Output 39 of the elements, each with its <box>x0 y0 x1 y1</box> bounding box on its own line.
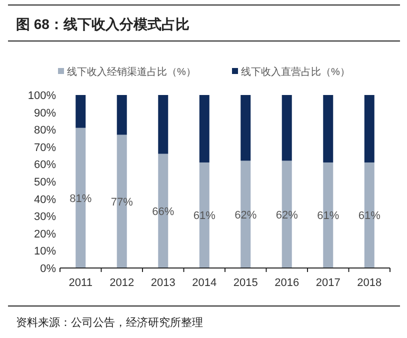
x-tick-label: 2014 <box>192 277 217 289</box>
annotation: 资料来源：公司公告，经济研究所整理 <box>16 317 203 329</box>
x-tick-label: 2013 <box>150 277 176 289</box>
data-label: 62% <box>234 209 257 222</box>
y-tick-label: 50% <box>34 176 56 188</box>
bar <box>282 95 292 161</box>
y-tick-label: 10% <box>34 246 56 258</box>
y-tick-label: 20% <box>34 228 56 240</box>
bar <box>364 95 374 162</box>
y-tick-label: 60% <box>34 159 56 172</box>
data-label: 61% <box>193 210 216 222</box>
bar <box>76 95 86 128</box>
x-tick-label: 2015 <box>233 277 258 289</box>
legend-label: 线下收入经销渠道占比（%） <box>67 66 196 78</box>
data-label: 66% <box>152 206 174 218</box>
data-label: 77% <box>110 196 134 208</box>
bar <box>116 95 127 135</box>
y-tick-label: 100% <box>28 90 56 102</box>
data-label: 61% <box>317 210 340 222</box>
data-label: 61% <box>358 210 381 222</box>
x-tick-label: 2012 <box>110 277 134 289</box>
y-tick-label: 40% <box>34 194 56 206</box>
y-tick-label: 80% <box>34 124 56 137</box>
bar <box>199 95 210 162</box>
y-tick-label: 90% <box>34 107 56 120</box>
bar <box>240 95 251 161</box>
title: 图 68：线下收入分模式占比 <box>16 16 190 32</box>
y-tick-label: 70% <box>34 142 56 154</box>
legend-label: 线下收入直营占比（%） <box>241 66 350 78</box>
y-tick-label: 0% <box>40 263 56 275</box>
x-tick-label: 2011 <box>68 277 92 289</box>
x-tick-label: 2017 <box>316 277 340 289</box>
data-label: 62% <box>276 209 298 222</box>
y-tick-label: 30% <box>34 211 56 224</box>
bar <box>158 95 168 154</box>
x-tick-label: 2018 <box>357 277 382 289</box>
x-tick-label: 2016 <box>274 277 300 289</box>
data-label: 81% <box>70 192 92 205</box>
bar <box>323 95 334 162</box>
